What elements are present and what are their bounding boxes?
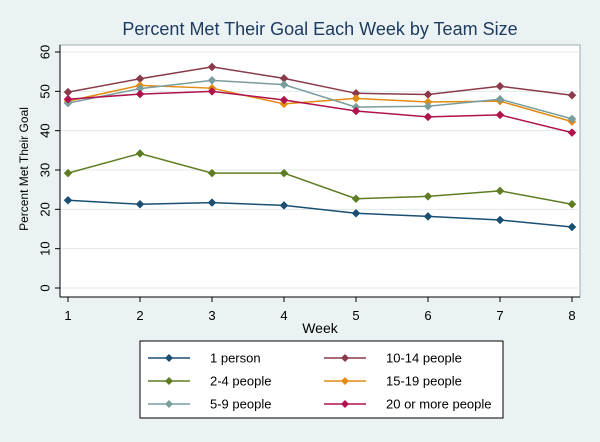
y-axis-label: Percent Met Their Goal [17, 107, 31, 231]
data-point [423, 212, 433, 221]
legend-marker [165, 354, 173, 362]
data-point [279, 168, 289, 178]
y-tick-label: 10 [38, 241, 53, 255]
data-point [567, 128, 577, 137]
legend-label: 20 or more people [386, 397, 492, 412]
data-point [207, 75, 217, 85]
legend-marker [165, 400, 173, 408]
x-tick-label: 2 [136, 308, 143, 323]
data-point [279, 201, 289, 210]
legend-marker [341, 377, 349, 385]
data-point [567, 222, 577, 232]
legend-marker [165, 377, 173, 385]
data-point [351, 208, 361, 218]
legend-label: 15-19 people [386, 374, 462, 389]
data-point [63, 94, 73, 104]
data-point [63, 195, 73, 205]
legend-item: 5-9 people [148, 397, 271, 412]
data-point [495, 110, 505, 120]
legend-item: 20 or more people [324, 397, 492, 412]
x-tick-label: 6 [424, 308, 431, 323]
legend-item: 15-19 people [324, 374, 462, 389]
x-tick-label: 1 [64, 308, 71, 323]
y-axis: 0 10 20 30 40 50 60 [38, 45, 61, 297]
data-point [135, 199, 145, 209]
data-point [351, 94, 361, 103]
data-point [135, 89, 145, 99]
legend-item: 10-14 people [324, 351, 462, 366]
data-point [567, 90, 577, 100]
data-point [495, 215, 505, 225]
series-layer [63, 62, 577, 232]
data-point [207, 62, 217, 72]
data-point [567, 114, 577, 124]
x-tick-label: 5 [352, 308, 359, 323]
legend-marker [341, 400, 349, 408]
x-tick-label: 7 [496, 308, 503, 323]
chart-title: Percent Met Their Goal Each Week by Team… [122, 19, 517, 39]
data-point [135, 149, 145, 158]
data-point [423, 112, 433, 122]
legend-item: 1 person [148, 351, 261, 366]
data-point [423, 101, 433, 111]
legend-item: 2-4 people [148, 374, 271, 389]
x-tick-label: 3 [208, 308, 215, 323]
x-tick-label: 4 [280, 308, 287, 323]
y-tick-label: 60 [38, 45, 53, 59]
y-tick-label: 0 [38, 284, 53, 291]
series-2 [63, 149, 577, 209]
data-point [279, 80, 289, 90]
series-5 [63, 86, 577, 137]
legend: 1 person 10-14 people 2-4 people 15-19 peop… [148, 351, 492, 412]
legend-label: 10-14 people [386, 351, 462, 366]
data-point [207, 86, 217, 96]
series-line [67, 90, 573, 134]
legend-label: 2-4 people [210, 374, 271, 389]
series-line [67, 66, 573, 97]
legend-label: 5-9 people [210, 397, 271, 412]
data-point [279, 95, 289, 105]
x-axis-label: Week [302, 320, 339, 336]
data-point [423, 191, 433, 201]
data-point [351, 106, 361, 116]
data-point [207, 198, 217, 208]
series-line [67, 199, 573, 228]
series-0 [63, 195, 577, 232]
legend-box [139, 340, 504, 419]
series-1 [63, 62, 577, 100]
data-point [351, 194, 361, 204]
plot-area [59, 44, 581, 298]
y-tick-label: 40 [38, 123, 53, 137]
y-tick-label: 30 [38, 163, 53, 177]
series-line [67, 84, 573, 123]
y-tick-label: 20 [38, 202, 53, 216]
data-point [567, 199, 577, 209]
legend-marker [341, 354, 349, 362]
x-axis: 1 2 3 4 5 6 7 8 [60, 296, 580, 323]
series-line [67, 152, 573, 205]
data-point [495, 94, 505, 104]
data-point [495, 81, 505, 91]
series-line [67, 79, 573, 120]
data-point [495, 186, 505, 196]
data-point [63, 168, 73, 178]
legend-label: 1 person [210, 351, 261, 366]
y-tick-label: 50 [38, 84, 53, 98]
data-point [207, 168, 217, 178]
x-tick-label: 8 [568, 308, 575, 323]
